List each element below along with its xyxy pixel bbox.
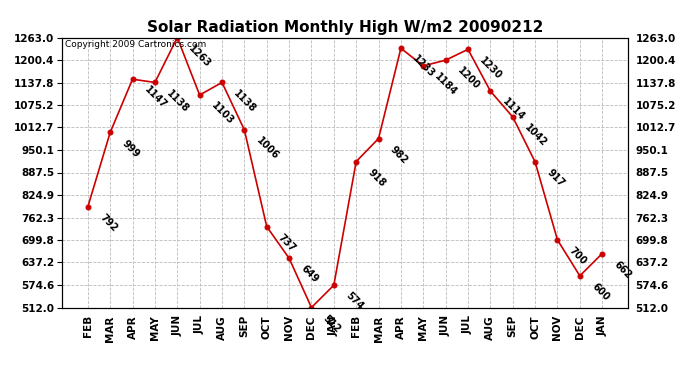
Text: 700: 700 — [567, 246, 589, 267]
Text: 917: 917 — [545, 168, 566, 189]
Text: Copyright 2009 Cartronics.com: Copyright 2009 Cartronics.com — [65, 40, 206, 49]
Text: 999: 999 — [120, 138, 141, 159]
Text: 662: 662 — [612, 259, 633, 280]
Text: 649: 649 — [299, 264, 320, 285]
Text: 737: 737 — [277, 232, 298, 254]
Text: 574: 574 — [344, 291, 365, 312]
Text: 1263: 1263 — [187, 43, 213, 69]
Text: 1103: 1103 — [209, 100, 235, 127]
Text: 512: 512 — [321, 313, 342, 334]
Text: 1042: 1042 — [522, 123, 549, 148]
Text: 1114: 1114 — [500, 97, 526, 123]
Text: 1006: 1006 — [254, 135, 280, 162]
Text: 1233: 1233 — [411, 54, 437, 80]
Text: 1230: 1230 — [477, 55, 504, 81]
Title: Solar Radiation Monthly High W/m2 20090212: Solar Radiation Monthly High W/m2 200902… — [147, 20, 543, 35]
Text: 918: 918 — [366, 167, 387, 189]
Text: 1200: 1200 — [455, 66, 482, 92]
Text: 792: 792 — [97, 212, 119, 234]
Text: 600: 600 — [589, 281, 611, 303]
Text: 1147: 1147 — [142, 85, 168, 111]
Text: 1184: 1184 — [433, 72, 460, 98]
Text: 1138: 1138 — [165, 88, 191, 114]
Text: 1138: 1138 — [232, 88, 258, 114]
Text: 982: 982 — [388, 144, 410, 165]
